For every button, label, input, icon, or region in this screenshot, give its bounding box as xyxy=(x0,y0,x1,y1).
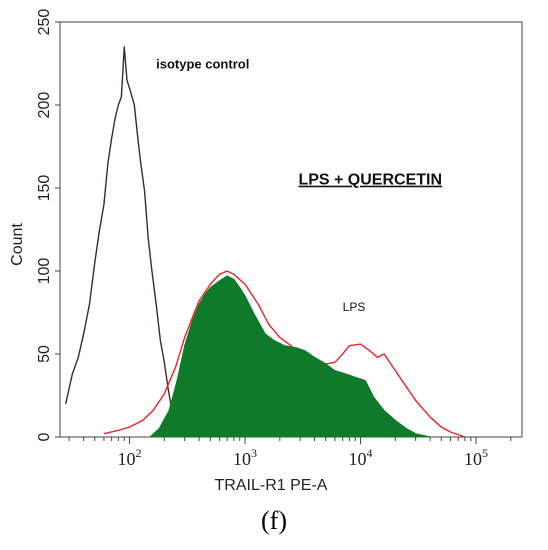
x-tick-label: 102 xyxy=(118,446,142,469)
y-tick-label: 250 xyxy=(36,9,53,36)
panel-label: (f) xyxy=(261,506,287,535)
y-tick-label: 150 xyxy=(36,175,53,202)
series-line-1 xyxy=(103,270,466,438)
chart-annotations: isotype control LPS + QUERCETIN LPS xyxy=(156,56,442,313)
y-tick-label: 200 xyxy=(36,92,53,119)
x-axis-title: TRAIL-R1 PE-A xyxy=(215,477,328,494)
flow-cytometry-histogram: 102 103 104 105 0 50 100 150 200 250 Count TRAIL… xyxy=(9,9,523,494)
y-tick-label: 100 xyxy=(36,258,53,285)
x-tick-label: 103 xyxy=(233,446,257,469)
y-tick-label: 0 xyxy=(36,432,53,441)
plot-area xyxy=(59,21,523,438)
y-axis-ticks: 0 50 100 150 200 250 xyxy=(36,9,60,441)
annotation-1: LPS + QUERCETIN xyxy=(298,172,442,189)
annotation-2: LPS xyxy=(343,300,366,314)
y-axis-title: Count xyxy=(9,223,26,266)
series-area-2 xyxy=(148,275,431,438)
x-tick-label: 105 xyxy=(464,446,488,469)
x-tick-label: 104 xyxy=(349,446,373,469)
y-tick-label: 50 xyxy=(36,345,53,363)
annotation-0: isotype control xyxy=(156,56,249,71)
series-line-0 xyxy=(64,46,186,438)
x-axis-ticks: 102 103 104 105 xyxy=(68,437,512,469)
